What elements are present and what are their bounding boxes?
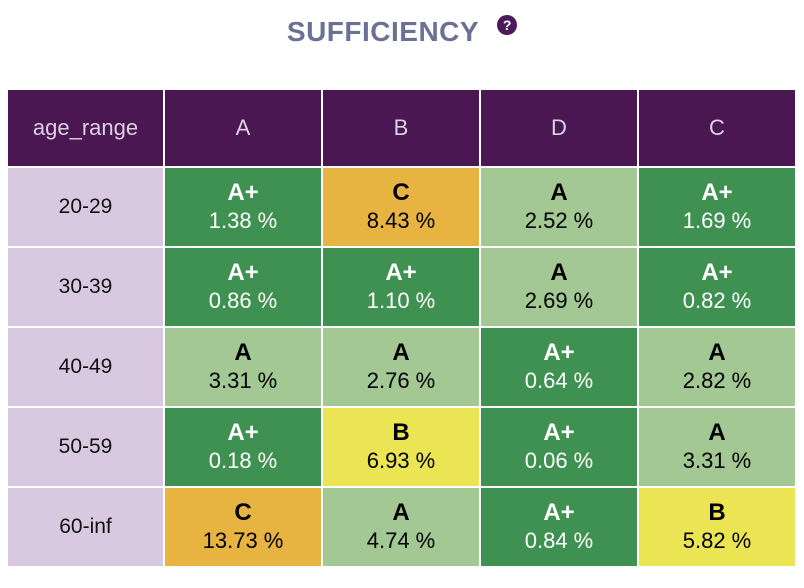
row-label: 50-59 [8, 408, 163, 486]
grade-cell: A+ 1.10 % [323, 248, 479, 326]
grade-label: A [234, 339, 252, 366]
grade-cell: A 2.52 % [481, 168, 637, 246]
grade-label: A+ [543, 339, 575, 366]
grade-label: C [234, 499, 252, 526]
table-row: 50-59 A+ 0.18 % B 6.93 % A+ 0.06 % A 3.31 % [8, 408, 795, 486]
title-row: SUFFICIENCY ? [0, 12, 804, 52]
help-icon[interactable]: ? [497, 15, 518, 35]
grade-cell: A+ 0.84 % [481, 488, 637, 566]
grade-cell: A+ 1.38 % [165, 168, 321, 246]
grade-label: A [550, 179, 568, 206]
percent-value: 4.74 % [366, 528, 436, 553]
header-cell-3: C [639, 90, 795, 166]
grade-label: A+ [701, 259, 733, 286]
percent-value: 1.69 % [682, 208, 752, 233]
percent-value: 2.69 % [524, 288, 594, 313]
percent-value: 2.82 % [682, 368, 752, 393]
grade-cell: A+ 1.69 % [639, 168, 795, 246]
grade-label: A [550, 259, 568, 286]
grade-label: A [392, 339, 410, 366]
grade-cell: A+ 0.06 % [481, 408, 637, 486]
grade-label: A+ [227, 259, 259, 286]
percent-value: 0.86 % [208, 288, 278, 313]
grade-label: A [708, 419, 726, 446]
grade-label: A+ [543, 419, 575, 446]
grade-cell: A 4.74 % [323, 488, 479, 566]
percent-value: 0.84 % [524, 528, 594, 553]
percent-value: 0.06 % [524, 448, 594, 473]
header-row: age_range A B D C [8, 90, 795, 166]
row-label: 30-39 [8, 248, 163, 326]
header-cell-2: D [481, 90, 637, 166]
grade-cell: A+ 0.64 % [481, 328, 637, 406]
grade-label: A [392, 499, 410, 526]
grade-label: A+ [385, 259, 417, 286]
table-row: 20-29 A+ 1.38 % C 8.43 % A 2.52 % A+ 1.69 % [8, 168, 795, 246]
percent-value: 0.64 % [524, 368, 594, 393]
row-label: 40-49 [8, 328, 163, 406]
grade-cell: A+ 0.82 % [639, 248, 795, 326]
grade-cell: A 3.31 % [165, 328, 321, 406]
grade-label: A+ [701, 179, 733, 206]
percent-value: 1.10 % [366, 288, 436, 313]
percent-value: 2.76 % [366, 368, 436, 393]
grade-cell: A 2.82 % [639, 328, 795, 406]
header-cell-0: A [165, 90, 321, 166]
table-row: 40-49 A 3.31 % A 2.76 % A+ 0.64 % A 2.82 % [8, 328, 795, 406]
percent-value: 0.82 % [682, 288, 752, 313]
percent-value: 5.82 % [682, 528, 752, 553]
percent-value: 3.31 % [208, 368, 278, 393]
percent-value: 3.31 % [682, 448, 752, 473]
grade-label: A+ [227, 179, 259, 206]
grade-cell: A+ 0.86 % [165, 248, 321, 326]
grade-cell: A 2.76 % [323, 328, 479, 406]
grade-cell: A+ 0.18 % [165, 408, 321, 486]
sufficiency-table: age_range A B D C 20-29 A+ 1.38 % C 8.43 % A 2… [6, 88, 797, 568]
row-label: 60-inf [8, 488, 163, 566]
percent-value: 2.52 % [524, 208, 594, 233]
grade-cell: A 3.31 % [639, 408, 795, 486]
header-cell-1: B [323, 90, 479, 166]
table-row: 30-39 A+ 0.86 % A+ 1.10 % A 2.69 % A+ 0.82 % [8, 248, 795, 326]
grade-label: A+ [227, 419, 259, 446]
table-body: 20-29 A+ 1.38 % C 8.43 % A 2.52 % A+ 1.69 % 30-39… [8, 168, 795, 566]
percent-value: 6.93 % [366, 448, 436, 473]
row-label: 20-29 [8, 168, 163, 246]
grade-cell: A 2.69 % [481, 248, 637, 326]
percent-value: 8.43 % [366, 208, 436, 233]
table-row: 60-inf C 13.73 % A 4.74 % A+ 0.84 % B 5.82 % [8, 488, 795, 566]
header-cell-age-range: age_range [8, 90, 163, 166]
grade-cell: B 6.93 % [323, 408, 479, 486]
percent-value: 13.73 % [202, 528, 284, 553]
grade-cell: C 13.73 % [165, 488, 321, 566]
percent-value: 1.38 % [208, 208, 278, 233]
grade-label: B [392, 419, 410, 446]
grade-label: B [708, 499, 726, 526]
grade-label: A+ [543, 499, 575, 526]
percent-value: 0.18 % [208, 448, 278, 473]
grade-label: A [708, 339, 726, 366]
grade-cell: B 5.82 % [639, 488, 795, 566]
grade-cell: C 8.43 % [323, 168, 479, 246]
chart-title: SUFFICIENCY [286, 16, 480, 47]
grade-label: C [392, 179, 410, 206]
